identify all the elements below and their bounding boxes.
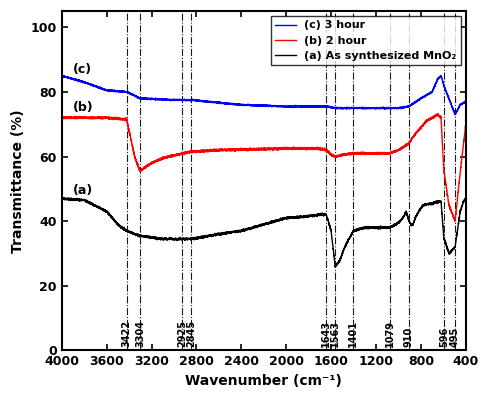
(b) 2 hour (321, 148, 327, 152)
(b) 2 hour (213, 149, 219, 154)
Text: 910: 910 (404, 327, 414, 347)
Text: 1079: 1079 (385, 320, 394, 347)
(b) 2 hour (435, 111, 441, 116)
(c) 3 hour (321, 104, 327, 109)
Text: 3422: 3422 (122, 320, 132, 347)
(c) 3 hour (391, 106, 397, 111)
Text: (a): (a) (73, 184, 93, 197)
Text: 1643: 1643 (321, 320, 331, 347)
Text: 2845: 2845 (186, 320, 196, 347)
Text: 596: 596 (439, 327, 449, 347)
(b) 2 hour (452, 219, 458, 223)
Text: 2925: 2925 (177, 320, 187, 347)
(a) As synthesized MnO₂ (391, 223, 397, 228)
(c) 3 hour (59, 73, 65, 78)
Line: (b) 2 hour: (b) 2 hour (62, 114, 466, 221)
Legend: (c) 3 hour, (b) 2 hour, (a) As synthesized MnO₂: (c) 3 hour, (b) 2 hour, (a) As synthesiz… (271, 16, 461, 65)
(a) As synthesized MnO₂ (213, 233, 219, 238)
(a) As synthesized MnO₂ (321, 213, 327, 217)
(a) As synthesized MnO₂ (60, 196, 66, 200)
Line: (c) 3 hour: (c) 3 hour (62, 75, 466, 115)
(b) 2 hour (132, 154, 138, 159)
(c) 3 hour (360, 106, 366, 111)
(b) 2 hour (59, 116, 65, 120)
Y-axis label: Transmittance (%): Transmittance (%) (11, 109, 25, 253)
(c) 3 hour (213, 99, 219, 104)
(b) 2 hour (391, 148, 397, 153)
(a) As synthesized MnO₂ (59, 196, 65, 201)
(c) 3 hour (132, 93, 138, 98)
Text: (b): (b) (73, 101, 94, 114)
(c) 3 hour (59, 73, 65, 78)
Text: (c): (c) (73, 63, 92, 75)
(b) 2 hour (301, 145, 307, 150)
(b) 2 hour (463, 122, 469, 126)
(a) As synthesized MnO₂ (132, 232, 138, 237)
(a) As synthesized MnO₂ (301, 215, 307, 220)
Text: 495: 495 (450, 327, 460, 347)
(c) 3 hour (301, 104, 307, 109)
(a) As synthesized MnO₂ (361, 225, 367, 230)
Text: 3304: 3304 (135, 320, 145, 347)
Line: (a) As synthesized MnO₂: (a) As synthesized MnO₂ (62, 198, 466, 267)
(a) As synthesized MnO₂ (463, 196, 469, 201)
X-axis label: Wavenumber (cm⁻¹): Wavenumber (cm⁻¹) (185, 374, 342, 388)
(b) 2 hour (360, 151, 366, 156)
Text: 1401: 1401 (348, 320, 358, 347)
Text: 1563: 1563 (330, 320, 340, 347)
(a) As synthesized MnO₂ (332, 265, 338, 270)
(c) 3 hour (452, 112, 458, 117)
(c) 3 hour (463, 99, 469, 104)
